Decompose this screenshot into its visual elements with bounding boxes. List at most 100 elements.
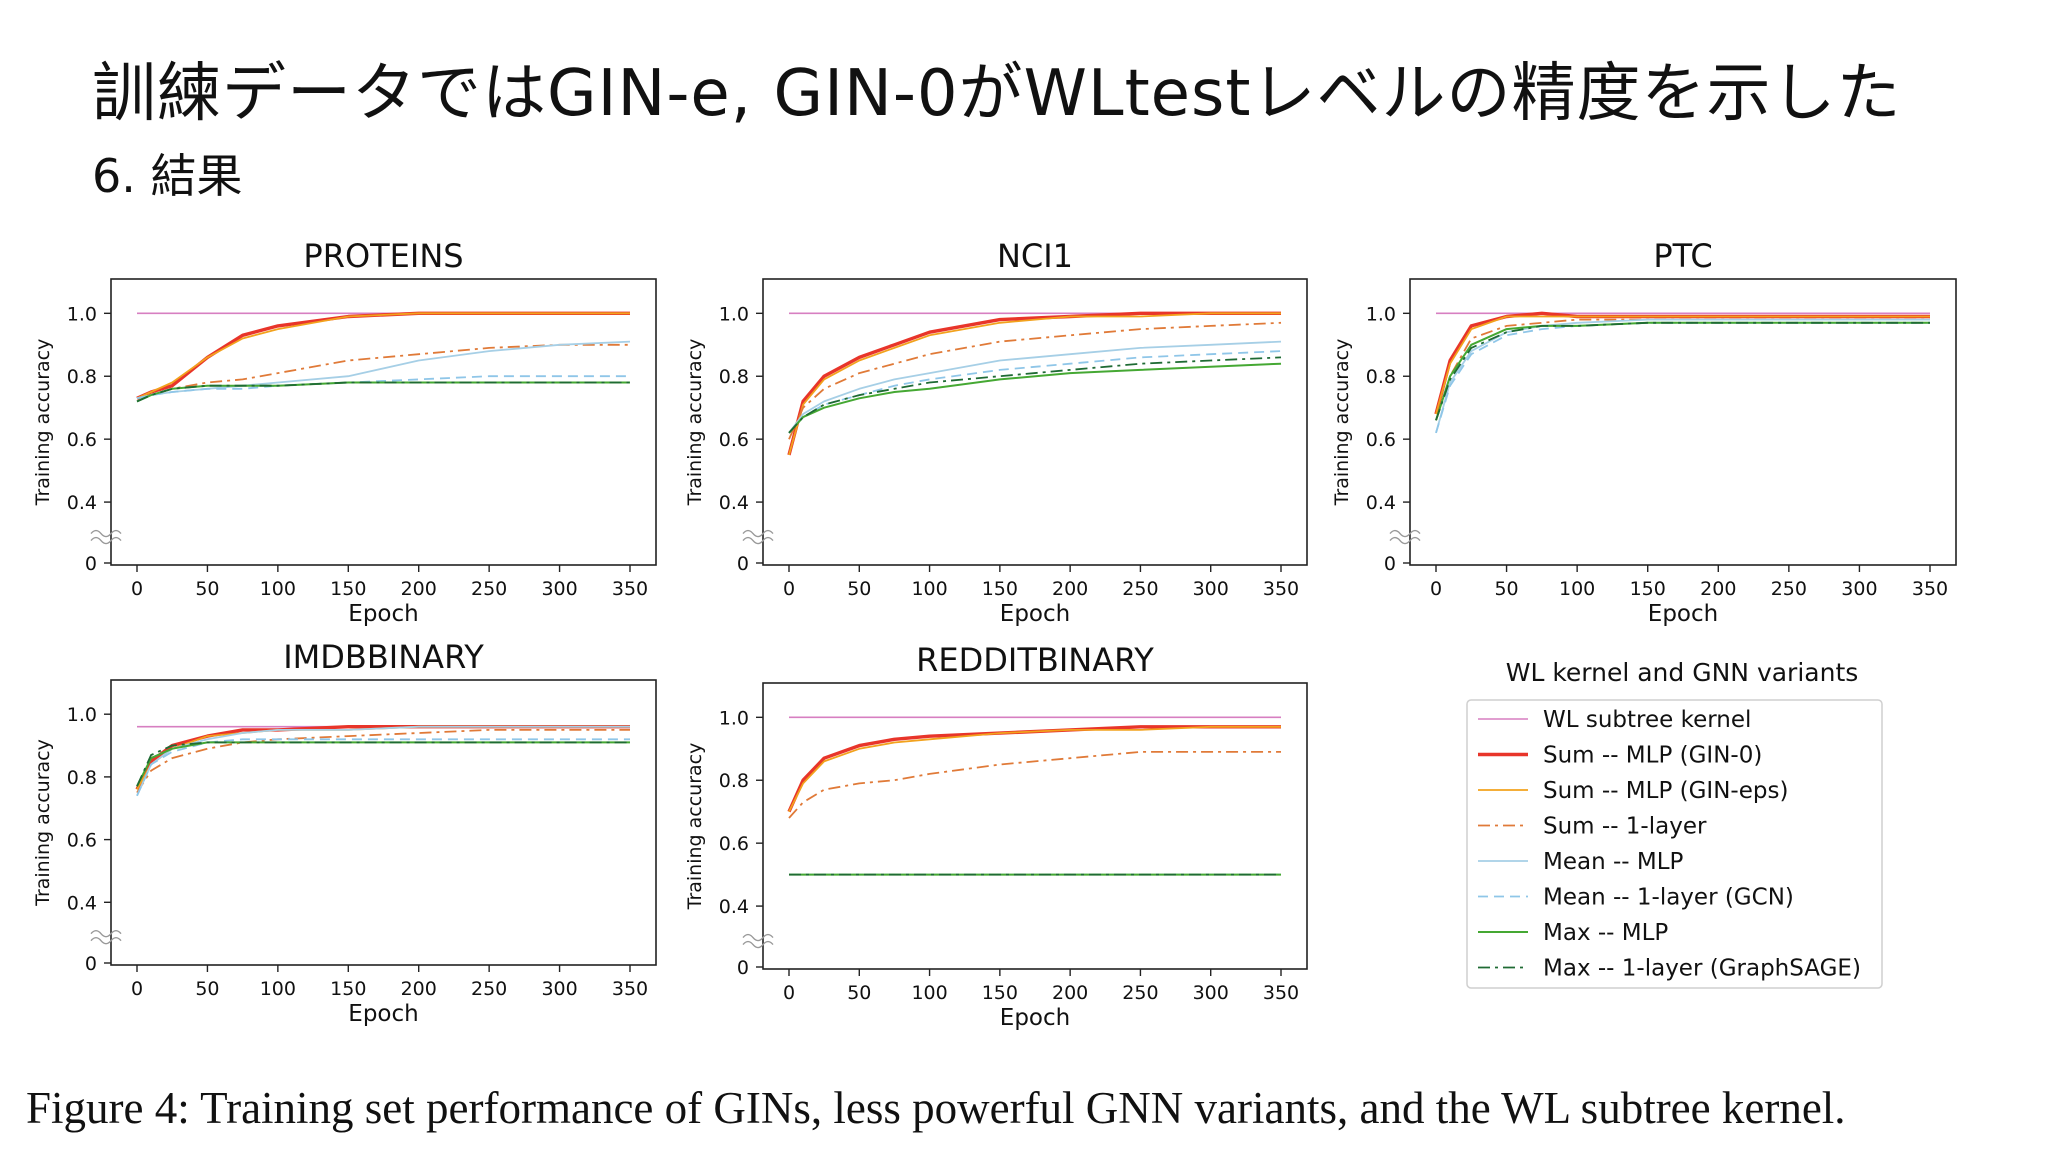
series-line-mean-mlp-ptc: [1435, 318, 1930, 434]
legend-label-mean-mlp: Mean -- MLP: [1543, 849, 1684, 875]
x-tick-label-ptc: 0: [1430, 578, 1442, 600]
y-axis-label-ptc: Training accuracy: [1331, 339, 1353, 507]
chart-title-redditbinary: REDDITBINARY: [916, 641, 1154, 679]
x-tick-label-proteins: 150: [330, 578, 366, 600]
y-tick-label-imdbbinary: 1.0: [67, 704, 97, 726]
series-line-mean-1-layer-gcn-nci1: [788, 350, 1282, 434]
series-line-max-1-layer-graphsage-nci1: [788, 356, 1282, 434]
x-tick-label-proteins: 50: [195, 578, 219, 600]
y-tick-label-redditbinary: 1.0: [719, 707, 749, 729]
y-tick-label-proteins: 0.6: [67, 429, 97, 451]
x-tick-label-imdbbinary: 50: [195, 978, 219, 1000]
chart-imdbbinary: 0 0.4 0.6 0.8 1.0 0 50 100 150 200 250 300 350 IMDBBI…: [32, 638, 657, 1027]
y-tick-label-redditbinary: 0: [737, 957, 749, 979]
x-tick-label-redditbinary: 50: [847, 982, 871, 1004]
legend: WL kernel and GNN variants WL subtree ker…: [1466, 658, 1883, 989]
axis-break-mark-imdbbinary: [90, 929, 122, 945]
y-tick-label-imdbbinary: 0: [85, 953, 97, 975]
series-line-max-1-layer-graphsage-ptc: [1435, 321, 1930, 421]
x-tick-label-imdbbinary: 300: [541, 978, 577, 1000]
series-line-sum-mlp-gin-eps-ptc: [1435, 315, 1930, 415]
x-tick-label-nci1: 150: [982, 578, 1018, 600]
x-axis-label-proteins: Epoch: [348, 601, 418, 627]
x-tick-label-redditbinary: 350: [1263, 982, 1299, 1004]
legend-label-sum-1-layer: Sum -- 1-layer: [1543, 814, 1707, 840]
plot-frame-imdbbinary: [110, 679, 657, 966]
x-tick-label-imdbbinary: 250: [471, 978, 507, 1000]
y-tick-label-ptc: 0.8: [1366, 366, 1396, 388]
x-tick-label-redditbinary: 250: [1122, 982, 1158, 1004]
chart-proteins: 0 0.4 0.6 0.8 1.0 0 50 100 150 200 250 300 350 PROTEI…: [32, 237, 657, 627]
axis-break-mark-redditbinary: [742, 933, 774, 949]
series-line-mean-1-layer-gcn-imdbbinary: [136, 738, 630, 797]
y-tick-label-imdbbinary: 0.4: [67, 892, 97, 914]
x-tick-label-redditbinary: 100: [911, 982, 947, 1004]
series-line-max-mlp-nci1: [788, 362, 1282, 434]
x-tick-label-proteins: 250: [471, 578, 507, 600]
slide-title: 訓練データではGIN-e, GIN-0がWLtestレベルの精度を示した: [92, 57, 1902, 131]
y-tick-label-proteins: 0.4: [67, 492, 97, 514]
axis-break-mark-ptc: [1389, 529, 1421, 545]
legend-title: WL kernel and GNN variants: [1506, 658, 1859, 687]
plot-frame-nci1: [762, 278, 1308, 566]
series-line-sum-mlp-gin-eps-redditbinary: [788, 725, 1281, 813]
chart-ptc: 0 0.4 0.6 0.8 1.0 0 50 100 150 200 250 300 350 PTC Epo…: [1331, 237, 1957, 627]
series-line-sum-mlp-gin-eps-nci1: [788, 312, 1281, 456]
axis-break-mark-nci1: [742, 529, 774, 545]
x-tick-label-nci1: 50: [847, 578, 871, 600]
x-tick-label-nci1: 100: [911, 578, 947, 600]
y-axis-label-redditbinary: Training accuracy: [684, 743, 706, 911]
series-line-sum-1-layer-nci1: [788, 321, 1282, 440]
x-tick-label-proteins: 200: [401, 578, 437, 600]
y-axis-label-nci1: Training accuracy: [684, 339, 706, 507]
x-tick-label-redditbinary: 200: [1052, 982, 1088, 1004]
y-tick-label-ptc: 0.4: [1366, 492, 1396, 514]
y-tick-label-nci1: 0.4: [719, 492, 749, 514]
x-axis-label-ptc: Epoch: [1648, 601, 1718, 627]
x-tick-label-proteins: 350: [612, 578, 648, 600]
x-tick-label-proteins: 0: [131, 578, 143, 600]
y-tick-label-imdbbinary: 0.8: [67, 767, 97, 789]
chart-redditbinary: 0 0.4 0.6 0.8 1.0 0 50 100 150 200 250 300 350 REDDIT…: [684, 641, 1308, 1031]
x-tick-label-imdbbinary: 350: [612, 978, 648, 1000]
figure-caption: Figure 4: Training set performance of GI…: [26, 1083, 1846, 1133]
series-line-sum-mlp-gin-0-nci1: [787, 311, 1281, 456]
x-tick-label-imdbbinary: 200: [401, 978, 437, 1000]
legend-label-max-mlp: Max -- MLP: [1543, 920, 1668, 946]
series-line-mean-1-layer-gcn-proteins: [136, 375, 630, 400]
y-tick-label-redditbinary: 0.4: [719, 896, 749, 918]
series-line-sum-mlp-gin-eps-proteins: [136, 312, 630, 400]
y-tick-label-ptc: 0: [1384, 553, 1396, 575]
x-tick-label-ptc: 250: [1771, 578, 1807, 600]
x-tick-label-redditbinary: 150: [982, 982, 1018, 1004]
y-tick-label-redditbinary: 0.6: [719, 833, 749, 855]
y-tick-label-nci1: 0.8: [719, 366, 749, 388]
y-tick-label-nci1: 1.0: [719, 303, 749, 325]
x-axis-label-nci1: Epoch: [1000, 601, 1070, 627]
plot-frame-proteins: [110, 278, 657, 566]
series-line-mean-mlp-imdbbinary: [136, 725, 630, 797]
x-tick-label-ptc: 200: [1700, 578, 1736, 600]
legend-box: [1466, 699, 1883, 989]
chart-title-ptc: PTC: [1653, 237, 1712, 275]
y-axis-label-proteins: Training accuracy: [32, 339, 54, 507]
chart-title-imdbbinary: IMDBBINARY: [283, 638, 484, 676]
slide-subtitle: 6. 結果: [92, 149, 243, 203]
chart-title-proteins: PROTEINS: [303, 237, 463, 275]
x-tick-label-ptc: 50: [1494, 578, 1518, 600]
series-line-sum-1-layer-redditbinary: [788, 751, 1281, 819]
x-tick-label-ptc: 150: [1630, 578, 1666, 600]
y-tick-label-imdbbinary: 0.6: [67, 830, 97, 852]
y-tick-label-nci1: 0: [737, 553, 749, 575]
y-axis-label-imdbbinary: Training accuracy: [32, 739, 54, 907]
series-line-max-1-layer-graphsage-proteins: [136, 381, 630, 403]
x-tick-label-nci1: 300: [1193, 578, 1229, 600]
y-tick-label-redditbinary: 0.8: [719, 770, 749, 792]
x-tick-label-ptc: 300: [1841, 578, 1877, 600]
y-tick-label-ptc: 0.6: [1366, 429, 1396, 451]
x-tick-label-nci1: 200: [1052, 578, 1088, 600]
series-line-mean-mlp-proteins: [136, 340, 631, 400]
x-tick-label-proteins: 100: [260, 578, 296, 600]
